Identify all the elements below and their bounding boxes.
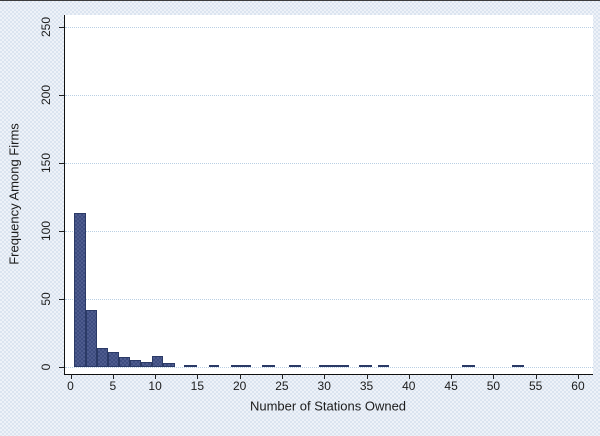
histogram-bar xyxy=(96,347,108,367)
y-tick-label: 50 xyxy=(39,292,53,306)
x-tick xyxy=(70,374,72,379)
plot-area: 0 50 100 150 200 250 0 5 10 15 20 25 30 35 40 45 50 55 60 xyxy=(39,15,593,393)
histogram-bar xyxy=(261,364,276,367)
x-tick xyxy=(366,374,368,379)
x-tick xyxy=(155,374,157,379)
x-tick-label: 60 xyxy=(571,379,585,393)
histogram-bar xyxy=(319,364,349,367)
histogram-bar xyxy=(512,364,524,367)
x-tick-label: 55 xyxy=(529,379,543,393)
x-tick xyxy=(239,374,241,379)
y-tick xyxy=(59,95,64,96)
x-tick-label: 30 xyxy=(317,379,331,393)
x-tick-label: 20 xyxy=(232,379,247,393)
histogram-bar xyxy=(74,213,86,367)
x-tick xyxy=(281,374,283,379)
histogram-bar xyxy=(140,361,152,367)
x-tick xyxy=(408,374,410,379)
x-tick xyxy=(451,374,453,379)
x-tick xyxy=(493,374,495,379)
x-tick-label: 35 xyxy=(359,379,374,393)
y-tick xyxy=(59,231,64,232)
histogram-bar xyxy=(163,362,175,367)
x-tick xyxy=(324,374,326,379)
x-tick-label: 25 xyxy=(275,379,289,393)
y-tick xyxy=(59,27,64,28)
histogram-bar xyxy=(377,364,390,367)
histogram-bar xyxy=(118,357,130,367)
y-gridline xyxy=(65,367,593,368)
y-gridline xyxy=(65,163,593,164)
x-tick xyxy=(197,374,199,379)
histogram-bar xyxy=(288,364,302,367)
histogram-bar xyxy=(107,352,119,367)
y-axis-title: Frequency Among Firms xyxy=(6,123,22,265)
y-tick-label: 100 xyxy=(39,220,53,242)
x-tick-label: 0 xyxy=(67,379,74,393)
y-tick-label: 150 xyxy=(39,152,53,174)
histogram-bar xyxy=(231,364,252,367)
histogram-bar xyxy=(151,356,164,367)
x-tick-label: 40 xyxy=(402,379,416,393)
y-gridline xyxy=(65,95,593,96)
y-tick xyxy=(59,367,64,368)
y-tick-label: 250 xyxy=(39,16,53,38)
y-tick-label: 200 xyxy=(39,84,53,106)
histogram-bar xyxy=(462,364,475,367)
x-tick-label: 15 xyxy=(190,379,205,393)
histogram-bar xyxy=(85,309,97,367)
y-tick xyxy=(59,163,64,164)
x-tick-label: 5 xyxy=(109,379,117,393)
x-tick xyxy=(112,374,114,379)
x-tick-label: 10 xyxy=(148,379,162,393)
x-axis-title: Number of Stations Owned xyxy=(249,398,407,414)
x-tick-label: 45 xyxy=(444,379,458,393)
y-gridline xyxy=(65,231,593,232)
y-gridline xyxy=(65,27,593,28)
histogram-bar xyxy=(184,364,197,367)
y-gridline xyxy=(65,299,593,300)
x-tick xyxy=(577,374,579,379)
histogram-bar xyxy=(358,364,373,367)
histogram-bar xyxy=(129,360,141,367)
histogram-bar xyxy=(209,364,220,367)
x-tick-label: 50 xyxy=(486,379,501,393)
y-tick xyxy=(59,299,64,300)
x-tick xyxy=(535,374,537,379)
y-tick-label: 0 xyxy=(39,363,53,371)
